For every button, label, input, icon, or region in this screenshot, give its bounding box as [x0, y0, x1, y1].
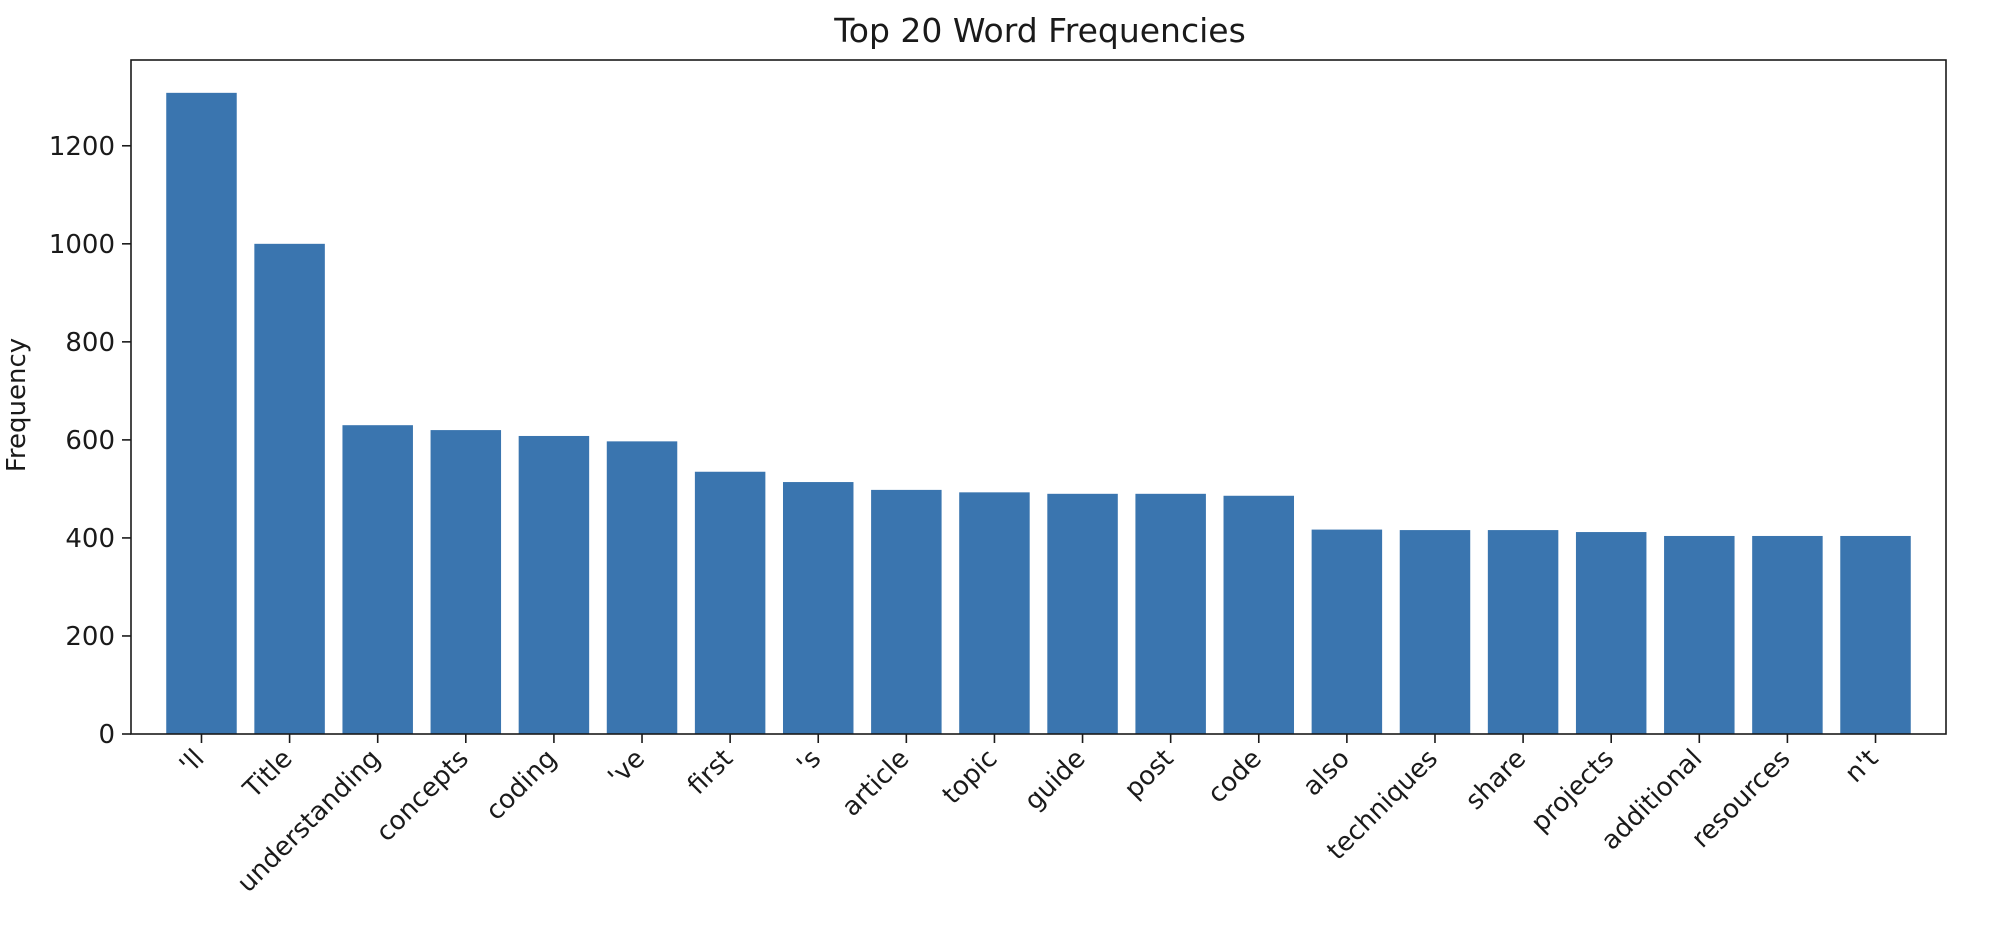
- x-tick-label: topic: [937, 744, 1004, 811]
- bar-12: [1135, 493, 1206, 734]
- x-tick-label: Title: [237, 744, 298, 805]
- x-tick-label: concepts: [371, 744, 475, 848]
- bar-14: [1311, 529, 1383, 734]
- y-tick-label: 800: [65, 328, 115, 358]
- x-tick-label: also: [1297, 744, 1355, 802]
- bar-11: [1047, 493, 1118, 734]
- y-tick-label: 200: [65, 622, 115, 652]
- y-tick-label: 600: [65, 426, 115, 456]
- chart-title: Top 20 Word Frequencies: [833, 11, 1246, 50]
- bar-5: [518, 435, 590, 734]
- bar-8: [782, 482, 854, 734]
- bar-9: [871, 489, 942, 734]
- x-tick-label: code: [1202, 744, 1268, 810]
- y-tick-label: 1200: [49, 132, 115, 162]
- y-tick-label: 400: [65, 524, 115, 554]
- bar-3: [342, 425, 413, 734]
- x-tick-label: 'll: [174, 744, 210, 780]
- y-tick-label: 1000: [49, 230, 115, 260]
- bar-15: [1399, 530, 1471, 734]
- bar-18: [1664, 535, 1735, 734]
- x-tick-label: first: [682, 744, 739, 801]
- bar-13: [1223, 495, 1295, 734]
- bar-17: [1575, 532, 1647, 734]
- bar-10: [959, 492, 1030, 734]
- x-tick-label: share: [1460, 744, 1532, 816]
- y-tick-label: 0: [98, 720, 115, 750]
- bar-4: [430, 430, 502, 734]
- bar-6: [606, 441, 678, 734]
- y-axis-title: Frequency: [2, 338, 32, 472]
- x-tick-label: article: [836, 744, 915, 823]
- bar-2: [254, 243, 325, 734]
- plot-frame: [130, 59, 1947, 735]
- x-tick-label: guide: [1019, 744, 1092, 817]
- x-tick-label: 's: [791, 744, 827, 780]
- bar-20: [1840, 535, 1911, 734]
- bar-7: [694, 471, 766, 734]
- x-tick-label: post: [1119, 744, 1180, 805]
- x-tick-label: coding: [480, 744, 563, 827]
- x-tick-label: 've: [603, 744, 651, 792]
- x-tick-label: n't: [1839, 744, 1884, 789]
- bar-1: [166, 92, 237, 735]
- bar-19: [1752, 535, 1823, 734]
- bar-16: [1487, 530, 1559, 734]
